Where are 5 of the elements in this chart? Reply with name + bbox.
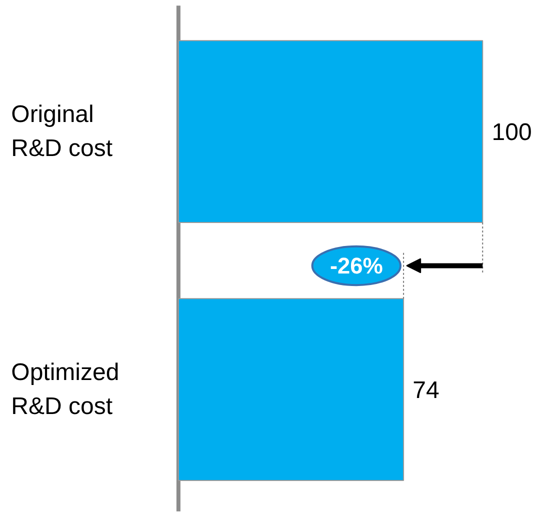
data-label: 100 bbox=[492, 119, 532, 146]
y-tick-label: Original R&D cost bbox=[11, 101, 113, 162]
annotation: -26% bbox=[330, 252, 383, 279]
data-label: 74 bbox=[412, 377, 440, 404]
y-tick-label: Optimized R&D cost bbox=[11, 359, 120, 420]
